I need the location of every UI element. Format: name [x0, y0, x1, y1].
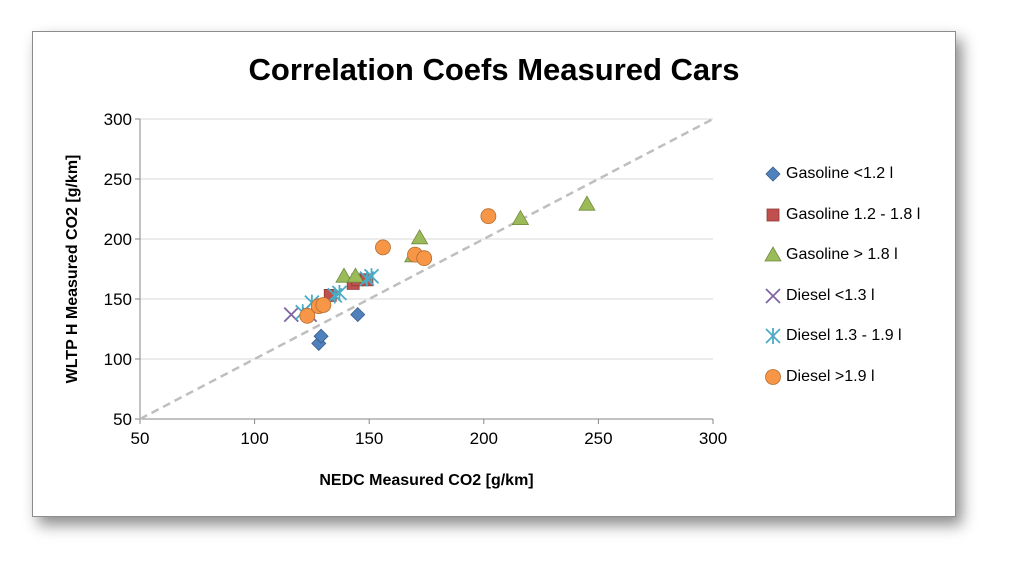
legend-item: Gasoline <1.2 l: [764, 154, 964, 195]
x-tick-label: 200: [470, 429, 498, 448]
y-tick-label: 300: [104, 110, 132, 129]
data-point-circle: [299, 307, 316, 324]
chart-frame: Correlation Coefs Measured Cars 50 100 150…: [32, 31, 956, 517]
legend-item: Diesel 1.3 - 1.9 l: [764, 316, 964, 357]
legend-marker-shape: [766, 208, 780, 222]
data-point-circle: [375, 239, 391, 256]
legend-item: Diesel <1.3 l: [764, 276, 964, 317]
legend-label: Diesel <1.3 l: [786, 286, 875, 304]
data-point-circle: [480, 208, 497, 225]
legend-marker-diamond-icon: [765, 166, 781, 182]
data-point-asterisk: [363, 268, 380, 285]
data-point-triangle: [410, 228, 429, 245]
legend-marker-asterisk-icon: [765, 328, 781, 345]
x-tick-label: 100: [240, 429, 268, 448]
legend-marker-triangle-icon: [764, 246, 782, 262]
y-tick-label: 50: [113, 410, 132, 429]
y-tick-label: 150: [104, 290, 132, 309]
data-point-circle: [315, 297, 332, 313]
points-layer: [283, 195, 596, 351]
legend-marker-shape: [765, 328, 781, 345]
x-tick-label: 300: [699, 429, 727, 448]
legend-item: Gasoline 1.2 - 1.8 l: [764, 195, 964, 236]
reference-line: [139, 117, 714, 421]
legend-marker-shape: [764, 246, 782, 262]
legend-marker-shape: [765, 166, 781, 182]
y-tick-label: 200: [104, 230, 132, 249]
scatter-plot: 50 100 150 200 250 300 50 100 150 200 250 300 NEDC …: [64, 110, 728, 489]
legend-marker-circle-icon: [765, 368, 781, 385]
legend-label: Diesel >1.9 l: [786, 367, 875, 385]
data-point-triangle: [346, 267, 365, 283]
x-tick-label: 250: [584, 429, 612, 448]
legend-marker-x-icon: [765, 288, 781, 304]
data-point-diamond: [350, 307, 366, 323]
legend-marker-shape: [765, 368, 781, 385]
legend-label: Diesel 1.3 - 1.9 l: [786, 327, 902, 345]
y-tick-label: 100: [104, 350, 132, 369]
chart-title: Correlation Coefs Measured Cars: [248, 52, 740, 87]
legend-marker-shape: [765, 288, 781, 304]
data-point-asterisk: [331, 285, 348, 301]
legend-marker-square-icon: [766, 208, 780, 222]
data-point-triangle: [578, 195, 596, 211]
y-tick-label: 250: [104, 170, 132, 189]
data-point-circle: [416, 250, 433, 267]
data-point-triangle: [511, 209, 530, 226]
y-axis-label: WLTP H Measured CO2 [g/km]: [64, 155, 81, 384]
legend-label: Gasoline <1.2 l: [786, 165, 894, 183]
x-tick-label: 50: [131, 429, 150, 448]
legend-label: Gasoline > 1.8 l: [786, 246, 898, 264]
reference-line-layer: [139, 117, 714, 421]
axis-layer: [135, 118, 714, 424]
legend-label: Gasoline 1.2 - 1.8 l: [786, 205, 921, 223]
legend: Gasoline <1.2 l Gasoline 1.2 - 1.8 l Gasol…: [764, 154, 964, 397]
legend-item: Diesel >1.9 l: [764, 357, 964, 398]
tick-label-layer: 50 100 150 200 250 300 50 100 150 200 250 300: [104, 110, 728, 448]
x-axis-label: NEDC Measured CO2 [g/km]: [319, 472, 533, 489]
x-tick-label: 150: [355, 429, 383, 448]
data-point-diamond: [313, 328, 329, 344]
legend-item: Gasoline > 1.8 l: [764, 235, 964, 276]
data-point-triangle: [335, 267, 353, 283]
grid-layer: [140, 118, 713, 360]
